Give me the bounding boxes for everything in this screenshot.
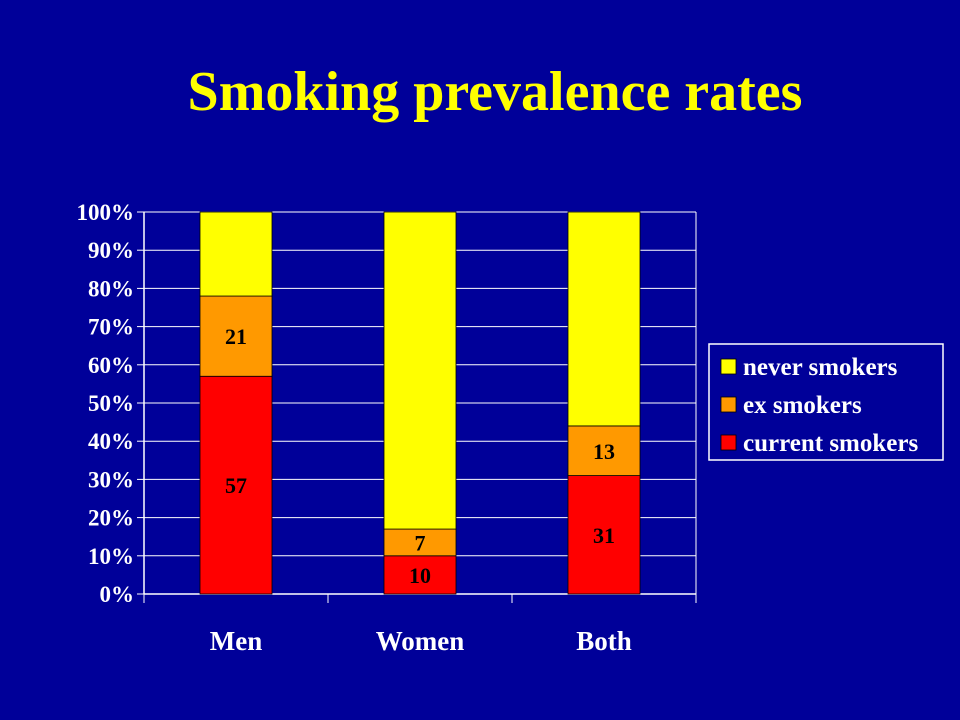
y-tick-label: 90% (88, 238, 134, 263)
y-tick-label: 60% (88, 353, 134, 378)
legend-swatch-current-smokers (720, 434, 737, 451)
legend-swatch-never-smokers (720, 358, 737, 375)
x-category-label: Men (210, 626, 262, 656)
y-tick-label: 20% (88, 506, 134, 531)
legend-label-current-smokers: current smokers (743, 430, 918, 457)
data-label-ex-smokers: 21 (225, 324, 247, 349)
x-category-label: Women (376, 626, 465, 656)
bar-segment-never-smokers (383, 211, 457, 530)
legend-swatch-ex-smokers (720, 396, 737, 413)
legend: never smokers ex smokers current smokers (708, 343, 944, 461)
data-label-current-smokers: 31 (593, 523, 615, 548)
bar-segment-current-smokers (383, 555, 457, 595)
y-tick-label: 30% (88, 467, 134, 492)
bar-segment-ex-smokers (383, 528, 457, 557)
x-category-label: Both (576, 626, 632, 656)
data-label-current-smokers: 10 (409, 563, 431, 588)
data-label-ex-smokers: 13 (593, 439, 615, 464)
bar-segment-ex-smokers (567, 425, 641, 476)
bar-segment-never-smokers (567, 211, 641, 427)
bar-segment-current-smokers (199, 375, 273, 595)
y-tick-label: 50% (88, 391, 134, 416)
bar-segment-ex-smokers (199, 295, 273, 377)
bars (199, 211, 641, 595)
bar-segment-current-smokers (567, 475, 641, 595)
legend-box (708, 343, 944, 461)
y-tick-label: 10% (88, 544, 134, 569)
y-tick-label: 100% (77, 200, 135, 225)
y-tick-label: 80% (88, 276, 134, 301)
data-labels: 57 21 10 7 31 13 (225, 324, 615, 588)
legend-label-ex-smokers: ex smokers (743, 392, 862, 419)
data-label-ex-smokers: 7 (415, 530, 426, 555)
legend-label-never-smokers: never smokers (743, 354, 898, 381)
y-tick-label: 0% (100, 582, 135, 607)
y-tick-label: 70% (88, 315, 134, 340)
bar-segment-never-smokers (199, 211, 273, 297)
y-tick-label: 40% (88, 429, 134, 454)
slide-title: Smoking prevalence rates (187, 61, 803, 123)
data-label-current-smokers: 57 (225, 473, 247, 498)
